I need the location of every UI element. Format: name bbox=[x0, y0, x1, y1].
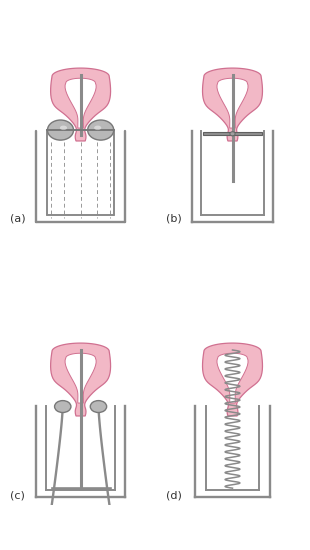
Polygon shape bbox=[202, 343, 263, 416]
Ellipse shape bbox=[230, 132, 235, 136]
Polygon shape bbox=[51, 68, 111, 141]
Polygon shape bbox=[65, 78, 96, 128]
Polygon shape bbox=[51, 343, 111, 416]
Ellipse shape bbox=[90, 400, 107, 412]
Bar bbox=[203, 132, 262, 135]
Text: (b): (b) bbox=[166, 213, 181, 224]
Text: (d): (d) bbox=[166, 491, 181, 501]
Ellipse shape bbox=[60, 125, 67, 130]
Ellipse shape bbox=[47, 120, 73, 140]
Ellipse shape bbox=[55, 400, 71, 412]
Polygon shape bbox=[65, 353, 96, 403]
Ellipse shape bbox=[94, 125, 101, 130]
Polygon shape bbox=[217, 353, 248, 403]
Text: (c): (c) bbox=[10, 491, 25, 501]
Polygon shape bbox=[217, 78, 248, 128]
Text: (a): (a) bbox=[10, 213, 25, 224]
Polygon shape bbox=[202, 68, 263, 141]
Ellipse shape bbox=[88, 120, 114, 140]
